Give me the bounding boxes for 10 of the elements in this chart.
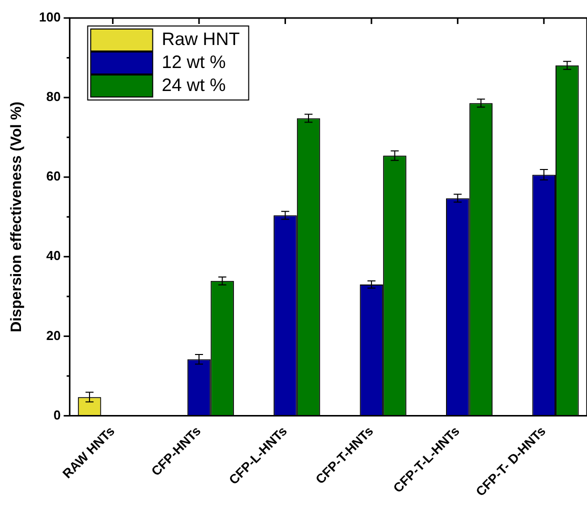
y-axis-title: Dispersion effectiveness (Vol %): [8, 102, 26, 332]
legend-label: 24 wt %: [162, 74, 226, 95]
legend-label: 12 wt %: [162, 52, 226, 72]
y-tick-label: 20: [46, 328, 61, 343]
y-tick-label: 80: [46, 89, 61, 104]
y-tick-label: 100: [38, 10, 61, 25]
y-tick-label: 40: [46, 248, 61, 264]
y-tick-label: 60: [46, 168, 61, 184]
legend-label: Raw HNT: [162, 28, 240, 49]
y-tick-label: 0: [53, 407, 61, 422]
